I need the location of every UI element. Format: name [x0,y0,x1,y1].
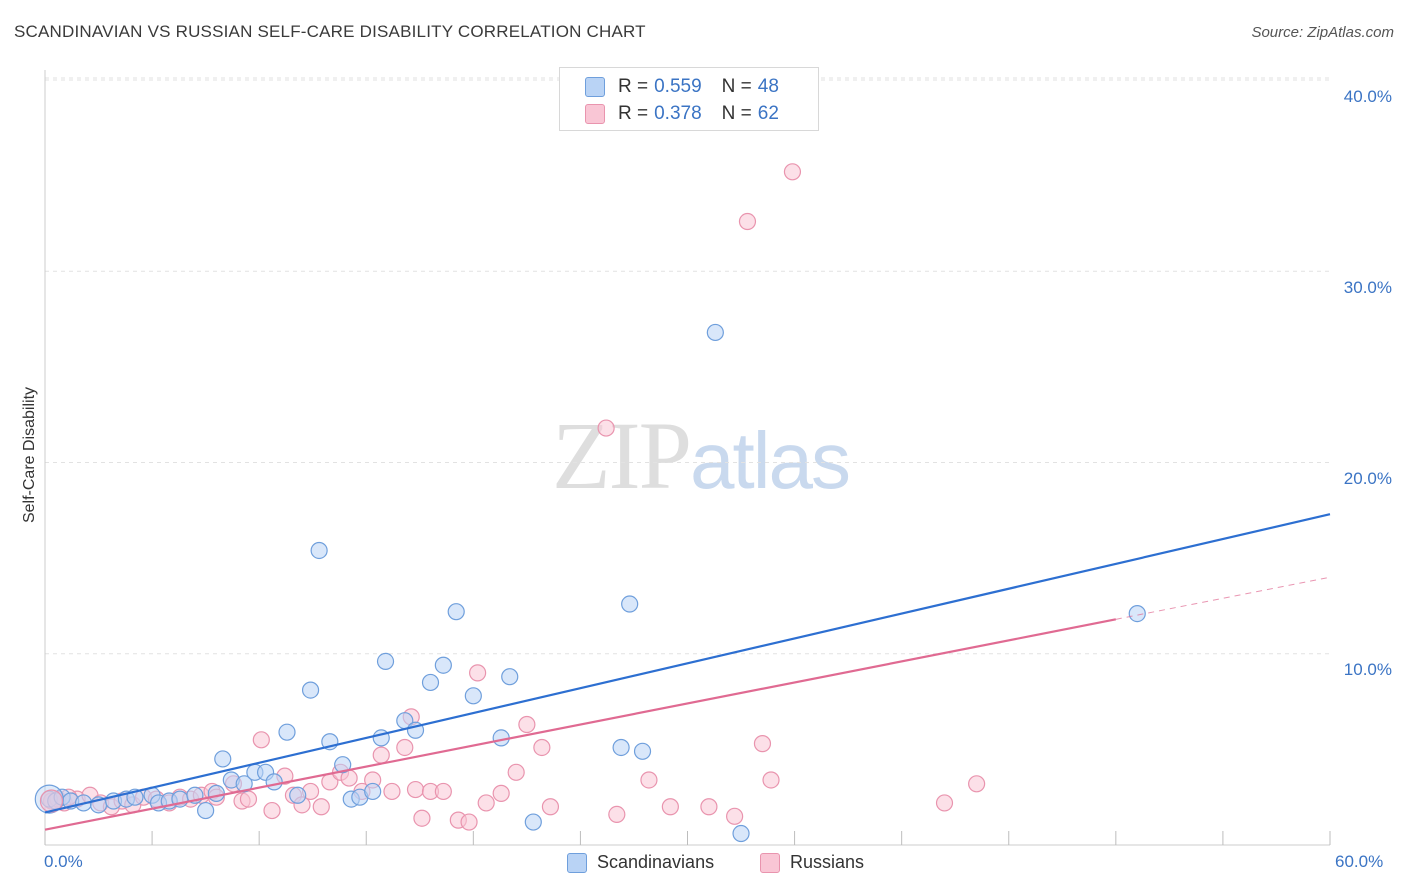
legend-r-value: 0.559 [654,76,702,97]
legend-n-value: 48 [757,76,779,97]
bottom-legend-swatch-russians [760,852,780,873]
scandinavians-trend-line [44,513,1331,814]
russians-point-36 [413,809,431,827]
russians-point-32 [383,782,401,801]
scandinavians-point-38 [464,687,482,705]
scandinavians-point-27 [334,756,352,774]
russians-point-57 [783,163,802,181]
legend-row-scandinavians: R = 0.559 N = 48 [585,75,779,99]
russians-point-54 [738,212,757,231]
legend-n-label: N = [721,76,752,97]
russians-point-20 [263,801,281,820]
russians-point-47 [541,798,560,816]
russians-point-49 [608,805,626,824]
russians-point-48 [597,419,615,437]
scandinavians-point-21 [265,773,283,791]
bottom-legend-russians: Russians [760,852,864,873]
legend-r-label: R = [618,103,649,124]
scandinavians-point-37 [447,603,465,621]
legend-swatch-scandinavians [585,77,605,97]
legend-r-value: 0.378 [654,103,702,124]
scandinavians-point-30 [364,782,382,801]
scandinavians-point-41 [524,813,542,831]
legend-n-value: 62 [757,103,779,124]
russians-point-56 [762,771,780,789]
russians-point-51 [661,798,679,816]
russians-point-53 [726,807,744,825]
scandinavians-point-16 [214,750,232,768]
russians-point-52 [700,798,718,816]
y-tick-label-20: 20.0% [1343,469,1392,488]
bottom-legend-scandinavians: Scandinavians [567,852,714,873]
legend-swatch-russians [585,104,605,124]
scandinavians-point-40 [501,668,519,686]
scandinavians-point-14 [197,801,215,820]
scandinavians-point-43 [621,595,639,613]
correlation-legend: R = 0.559 N = 48 R = 0.378 N = 62 [559,67,819,131]
bottom-legend-swatch-scandinavians [567,852,587,873]
russians-point-33 [396,738,414,757]
russians-trend-line-extension [1115,576,1331,620]
russians-point-35 [406,780,425,799]
scandinavians-point-36 [434,656,452,674]
russians-point-31 [372,746,390,764]
x-tick-label-min: 0.0% [44,852,83,871]
y-tick-label-40: 40.0% [1343,87,1392,106]
watermark: ZIPatlas [552,400,851,511]
russians-point-58 [935,794,954,812]
russians-point-19 [252,731,270,749]
watermark-atlas: atlas [690,416,851,505]
x-tick-label-max: 60.0% [1335,852,1384,871]
russians-trend-line [44,618,1117,831]
scandinavians-point-45 [706,323,724,342]
russians-point-38 [434,782,452,801]
bottom-legend-label-scandinavians: Scandinavians [597,852,715,872]
scandinavians-point-35 [421,673,440,692]
bottom-legend-label-russians: Russians [790,852,865,872]
russians-point-25 [312,798,330,816]
scandinavians-point-18 [235,775,253,793]
y-tick-label-30: 30.0% [1343,278,1392,297]
russians-point-59 [968,775,986,793]
russians-point-41 [469,664,487,682]
russians-point-40 [460,813,478,831]
scandinavians-point-32 [376,652,395,671]
russians-point-42 [477,794,495,812]
russians-point-18 [239,790,258,808]
scandinavians-point-47 [1128,604,1146,623]
russians-point-43 [492,784,510,802]
scandinavians-point-23 [289,786,307,804]
legend-row-russians: R = 0.378 N = 62 [585,102,779,126]
russians-point-44 [507,763,525,781]
scandinavians-point-25 [310,541,328,560]
scandinavians-point-42 [612,738,630,757]
russians-point-55 [753,735,772,753]
legend-r-label: R = [618,76,649,97]
russians-point-45 [518,715,536,734]
source-label: Source: ZipAtlas.com [1251,24,1394,41]
russians-point-46 [533,738,551,757]
russians-point-50 [640,771,658,789]
watermark-zip: ZIP [552,402,692,509]
scandinavians-point-24 [301,681,320,699]
scandinavians-point-15 [207,784,225,802]
chart-title: SCANDINAVIAN VS RUSSIAN SELF-CARE DISABI… [14,22,646,41]
legend-n-label: N = [721,103,752,124]
scandinavians-point-44 [633,742,652,760]
scandinavians-point-22 [278,723,296,741]
scandinavians-point-46 [732,824,750,843]
y-tick-label-10: 10.0% [1343,660,1392,679]
